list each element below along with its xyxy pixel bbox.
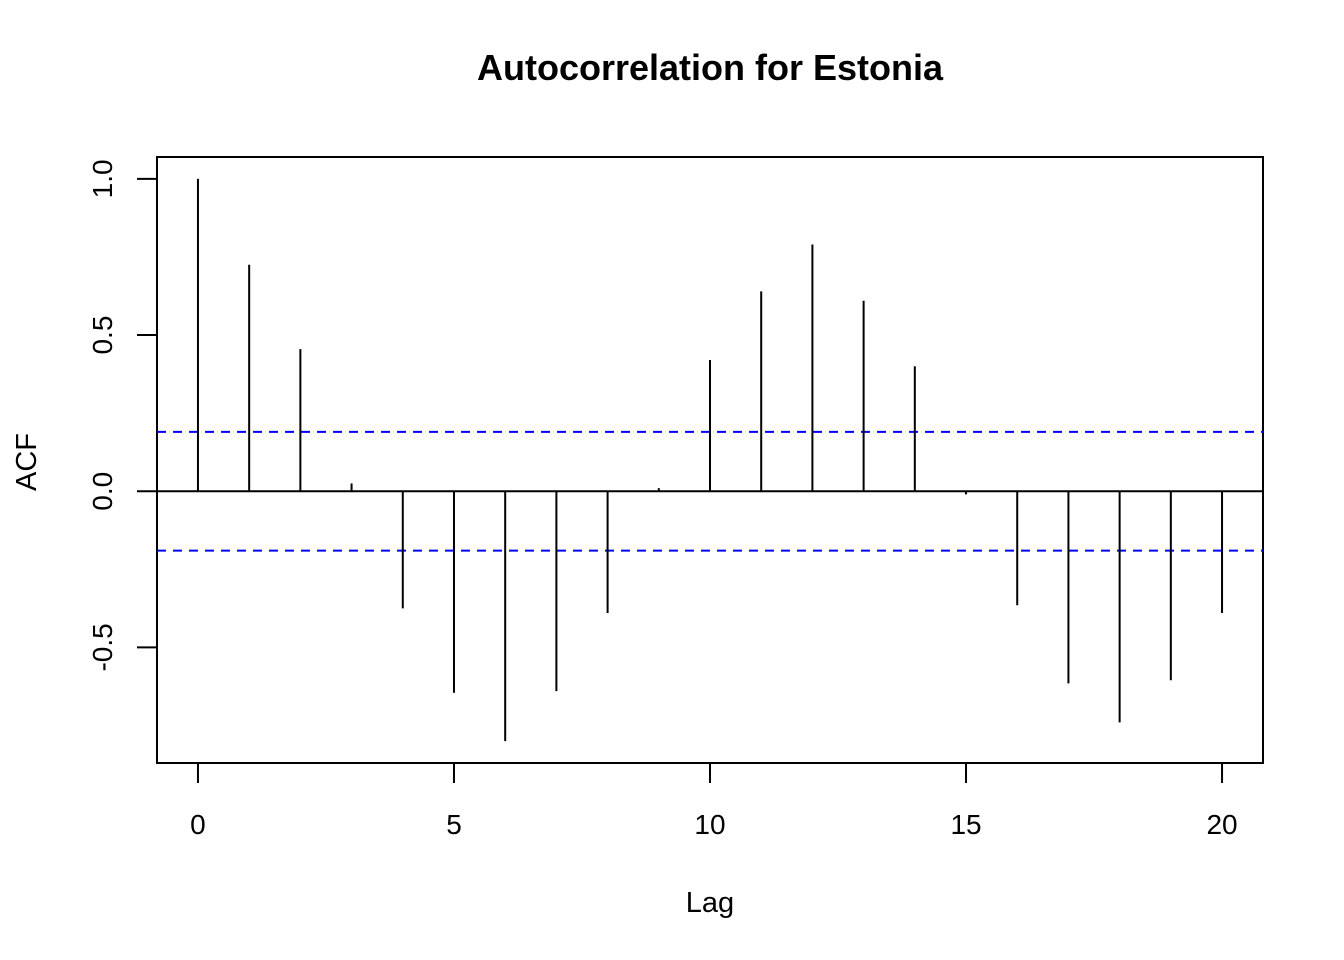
x-tick-label-20: 20	[1206, 809, 1237, 840]
y-axis-label: ACF	[11, 433, 43, 491]
y-tick-label-2: 0.5	[87, 316, 118, 355]
y-tick-label-0: -0.5	[87, 623, 118, 671]
x-tick-label-0: 0	[190, 809, 206, 840]
y-tick-label-3: 1.0	[87, 159, 118, 198]
y-tick-label-1: 0.0	[87, 472, 118, 511]
x-axis-label: Lag	[686, 887, 734, 919]
x-tick-label-15: 15	[950, 809, 981, 840]
x-tick-label-10: 10	[694, 809, 725, 840]
plot-area: 0 5 10 15 20 -0.5 0.0 0.5 1.0	[87, 156, 1264, 840]
x-tick-label-5: 5	[446, 809, 462, 840]
chart-title: Autocorrelation for Estonia	[477, 47, 944, 88]
